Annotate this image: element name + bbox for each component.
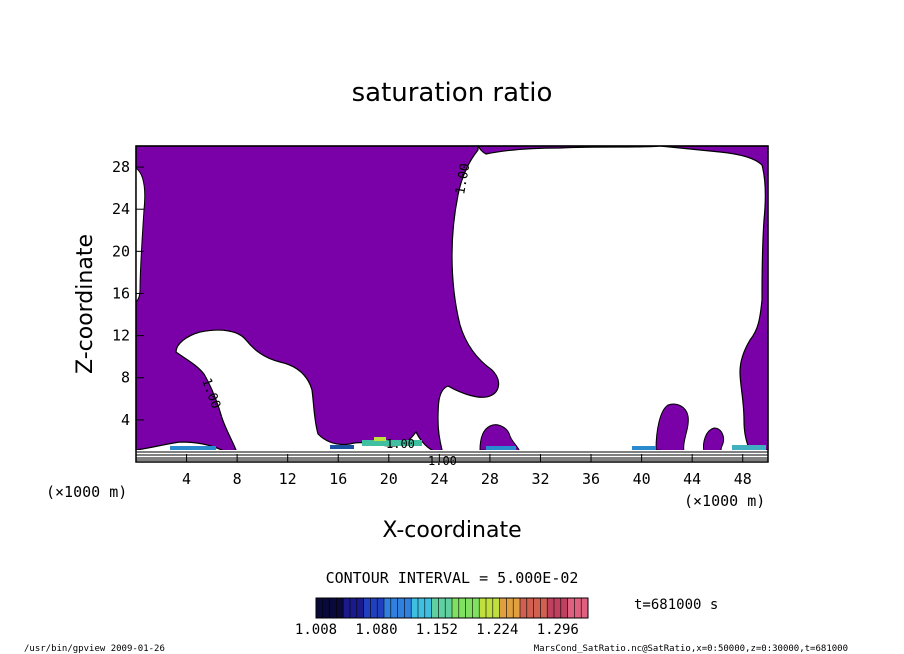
x-tick-label: 44: [683, 470, 701, 488]
chart-title: saturation ratio: [352, 78, 553, 108]
footer-right: MarsCond_SatRatio.nc@SatRatio,x=0:50000,…: [534, 644, 848, 654]
x-axis-unit: (×1000 m): [46, 483, 127, 501]
colorbar-tick-label: 1.296: [537, 622, 579, 638]
colorbar: 1.008 1.080 1.152 1.224 1.296: [295, 597, 589, 638]
colorbar-swatch: [479, 598, 487, 618]
ground-patch-3: [374, 437, 386, 441]
x-tick-label: 24: [430, 470, 448, 488]
x-tick-label: 40: [633, 470, 651, 488]
plot-frame: [135, 145, 769, 463]
x-tick-label: 48: [734, 470, 752, 488]
x-tick-label: 32: [531, 470, 549, 488]
y-tick-label: 8: [121, 369, 130, 387]
colorbar-swatch: [390, 598, 399, 618]
x-axis-label: X-coordinate: [382, 518, 521, 543]
x-tick-label: 4: [182, 470, 191, 488]
ground-patch-4: [486, 446, 516, 450]
footer-left: /usr/bin/gpview 2009-01-26: [24, 644, 165, 654]
saturation-blob-2: [655, 403, 689, 453]
z-axis-unit: (×1000 m): [684, 492, 765, 510]
colorbar-tick-label: 1.224: [476, 622, 518, 638]
ground-patch-7: [330, 445, 354, 449]
time-label: t=681000 s: [634, 597, 718, 613]
saturation-blob-1: [479, 424, 521, 453]
y-tick-label: 20: [112, 242, 130, 260]
x-tick-label: 28: [481, 470, 499, 488]
colorbar-swatch: [336, 598, 344, 618]
y-tick-label: 16: [112, 284, 130, 302]
colorbar-tick-label: 1.080: [355, 622, 397, 638]
colorbar-swatch: [363, 598, 371, 618]
colorbar-swatch: [329, 598, 337, 618]
colorbar-swatch: [506, 598, 514, 618]
colorbar-swatch: [424, 598, 433, 618]
colorbar-swatch: [554, 598, 562, 618]
colorbar-swatch: [431, 598, 439, 618]
colorbar-swatch: [356, 598, 365, 618]
x-axis: 4 8 12 16 20 24 28 32 36 40 44 48: [182, 454, 752, 488]
ground-patch-2: [362, 440, 422, 446]
colorbar-swatch: [452, 598, 460, 618]
colorbar-swatch: [322, 598, 331, 618]
x-tick-label: 16: [329, 470, 347, 488]
colorbar-swatch: [526, 598, 535, 618]
colorbar-swatch: [520, 598, 528, 618]
colorbar-swatch: [472, 598, 480, 618]
contour-label: 1.00: [386, 437, 415, 451]
colorbar-tick-label: 1.152: [416, 622, 458, 638]
colorbar-swatch: [377, 598, 385, 618]
ground-patch-1: [170, 446, 216, 450]
contour-label: 1.00: [428, 454, 457, 468]
ground-layer: [136, 450, 768, 462]
colorbar-frame: [315, 597, 589, 619]
colorbar-swatch: [350, 598, 358, 618]
x-tick-label: 36: [582, 470, 600, 488]
colorbar-swatch: [540, 598, 548, 618]
colorbar-swatch: [465, 598, 473, 618]
y-tick-label: 12: [112, 327, 130, 345]
colorbar-swatch: [438, 598, 446, 618]
colorbar-tick-label: 1.008: [295, 622, 337, 638]
colorbar-swatch: [513, 598, 521, 618]
plot-area: 1.00 1.00 1.00 1.00: [135, 145, 769, 468]
colorbar-swatch: [445, 598, 453, 618]
y-axis: 4 8 12 16 20 24 28: [112, 158, 144, 429]
x-tick-label: 12: [279, 470, 297, 488]
contour-interval: CONTOUR INTERVAL = 5.000E-02: [326, 569, 579, 587]
colorbar-swatch: [397, 598, 405, 618]
y-tick-label: 24: [112, 200, 130, 218]
colorbar-swatch: [492, 598, 501, 618]
colorbar-swatch: [574, 598, 582, 618]
colorbar-swatch: [370, 598, 378, 618]
ground-contours: [136, 451, 768, 461]
saturation-region-right: [659, 145, 769, 451]
left-edge-notch: [135, 166, 146, 304]
ground-patch-5: [632, 446, 656, 450]
colorbar-swatch: [533, 598, 541, 618]
colorbar-swatch: [343, 598, 351, 618]
contour-label: 1.00: [453, 162, 473, 195]
colorbar-swatch: [581, 598, 589, 618]
colorbar-swatch: [499, 598, 507, 618]
y-tick-label: 28: [112, 158, 130, 176]
ground-patch-6: [732, 445, 766, 450]
x-tick-label: 8: [233, 470, 242, 488]
colorbar-swatch: [384, 598, 392, 618]
colorbar-swatch: [418, 598, 426, 618]
colorbar-swatch: [316, 598, 324, 618]
colorbar-swatch: [560, 598, 569, 618]
saturation-top-strip: [476, 145, 661, 155]
colorbar-swatch: [567, 598, 575, 618]
y-axis-label: Z-coordinate: [73, 234, 98, 374]
x-tick-label: 20: [380, 470, 398, 488]
colorbar-swatch: [458, 598, 467, 618]
colorbar-swatch: [411, 598, 419, 618]
colorbar-swatch: [486, 598, 494, 618]
saturation-region-left: [135, 145, 500, 453]
y-tick-label: 4: [121, 411, 130, 429]
colorbar-swatch: [547, 598, 555, 618]
colorbar-swatch: [404, 598, 412, 618]
